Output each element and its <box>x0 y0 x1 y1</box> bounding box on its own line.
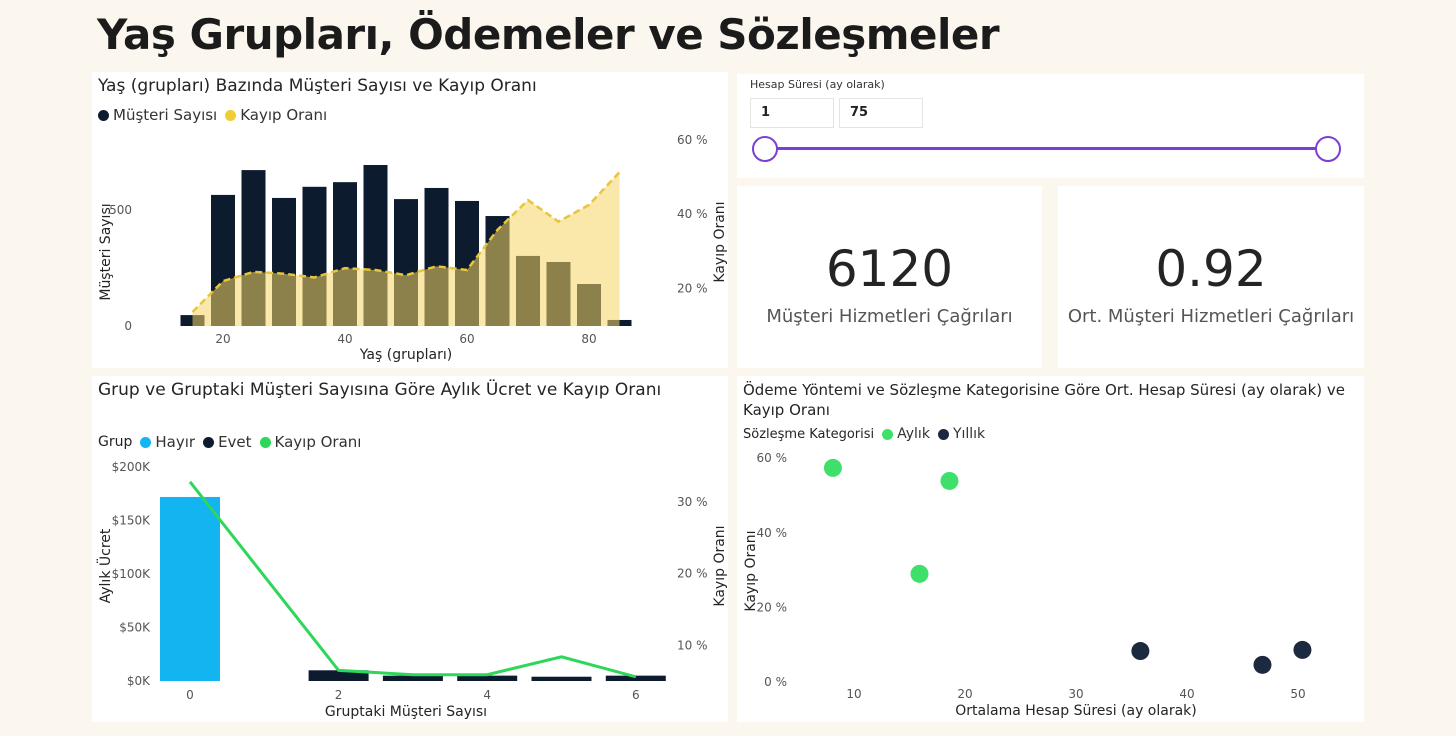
slider-max-handle[interactable] <box>1315 136 1341 162</box>
group-fee-chart: Grup ve Gruptaki Müşteri Sayısına Göre A… <box>92 376 728 722</box>
y-axis-title: Aylık Ücret <box>96 528 114 603</box>
churn-line <box>188 480 637 679</box>
page-title: Yaş Grupları, Ödemeler ve Sözleşmeler <box>97 10 1000 59</box>
y-tick-label: 60 % <box>757 451 788 465</box>
kpi-label: Müşteri Hizmetleri Çağrıları <box>766 306 1013 327</box>
legend-dot-icon <box>203 436 215 448</box>
bar <box>531 676 592 681</box>
y-tick-label: 40 % <box>757 526 788 540</box>
x-axis-title: Ortalama Hesap Süresi (ay olarak) <box>955 703 1197 719</box>
tenure-slicer: Hesap Süresi (ay olarak) 1 75 <box>737 74 1364 178</box>
scatter-plot: 0 % 20 % 40 % 60 % 10 20 30 40 50 Ortalama Hesap … <box>743 451 1312 719</box>
slider-min-handle[interactable] <box>752 136 778 162</box>
legend-title: Sözleşme Kategorisi <box>743 426 875 442</box>
x-tick-label: 0 <box>186 688 194 702</box>
x-tick-label: 10 <box>846 687 861 701</box>
legend-dot-icon <box>140 436 152 448</box>
y-tick-label: 500 <box>109 203 132 217</box>
legend-item[interactable]: Hayır <box>155 433 196 451</box>
kpi-label: Ort. Müşteri Hizmetleri Çağrıları <box>1067 306 1355 327</box>
x-tick-label: 40 <box>337 332 352 346</box>
y-tick-label: $0K <box>127 674 151 688</box>
chart-title: Grup ve Gruptaki Müşteri Sayısına Göre A… <box>98 380 662 400</box>
slider-label: Hesap Süresi (ay olarak) <box>750 78 885 91</box>
slider-track[interactable] <box>763 147 1329 150</box>
x-tick-label: 30 <box>1068 687 1083 701</box>
y-tick-label: 0 <box>124 319 132 333</box>
legend-dot-icon <box>259 436 271 448</box>
y2-axis-title: Kayıp Oranı <box>712 201 728 282</box>
bar <box>160 496 220 681</box>
x-tick-label: 50 <box>1290 687 1305 701</box>
legend-title: Grup <box>98 434 133 450</box>
y-tick-label: $100K <box>112 567 152 581</box>
chart-title: Yaş (grupları) Bazında Müşteri Sayısı ve… <box>98 76 537 96</box>
scatter-point <box>1253 655 1272 674</box>
churn-area <box>192 172 620 326</box>
x-axis-title: Gruptaki Müşteri Sayısı <box>325 704 487 720</box>
scatter-point <box>940 471 959 490</box>
legend-dot-icon <box>225 109 237 121</box>
y-axis-title: Müşteri Sayısı <box>98 203 114 300</box>
churn-line <box>191 171 621 313</box>
slider-max-input[interactable]: 75 <box>839 98 923 128</box>
scatter-point <box>1131 642 1150 661</box>
scatter-point <box>1293 640 1312 659</box>
kpi-card-total-calls: 6120 Müşteri Hizmetleri Çağrıları <box>737 186 1042 368</box>
legend-item[interactable]: Yıllık <box>952 426 986 442</box>
contract-scatter-chart: Ödeme Yöntemi ve Sözleşme Kategorisine G… <box>737 376 1364 722</box>
y2-tick-label: 20 % <box>677 282 708 296</box>
age-group-chart: Yaş (grupları) Bazında Müşteri Sayısı ve… <box>92 72 728 368</box>
y2-tick-label: 30 % <box>677 495 708 509</box>
chart-title: Ödeme Yöntemi ve Sözleşme Kategorisine G… <box>743 381 1346 419</box>
legend-item[interactable]: Aylık <box>897 426 930 442</box>
y2-tick-label: 60 % <box>677 133 708 147</box>
group-chart-plot: $0K $50K $100K $150K $200K 10 % 20 % 30 % 0 2 4 6 Gr… <box>96 460 728 720</box>
bar <box>308 670 369 681</box>
bar <box>382 675 443 681</box>
y2-tick-label: 10 % <box>677 638 708 652</box>
legend-item[interactable]: Müşteri Sayısı <box>113 106 218 124</box>
chart-legend: Müşteri Sayısı Kayıp Oranı <box>98 106 327 124</box>
legend-dot-icon <box>98 109 109 121</box>
legend-dot-icon <box>937 428 949 440</box>
y2-axis-title: Kayıp Oranı <box>712 525 728 606</box>
y-tick-label: 20 % <box>757 600 788 614</box>
x-tick-label: 60 <box>459 332 474 346</box>
legend-item[interactable]: Kayıp Oranı <box>274 433 362 451</box>
age-chart-plot: 0 500 20 % 40 % 60 % 20 40 60 80 Yaş (grupları) Mü… <box>98 133 728 363</box>
y2-tick-label: 20 % <box>677 567 708 581</box>
y-axis-title: Kayıp Oranı <box>743 530 759 611</box>
y-tick-label: 0 % <box>764 675 787 689</box>
y-tick-label: $200K <box>112 460 152 474</box>
slider-min-input[interactable]: 1 <box>750 98 834 128</box>
x-tick-label: 20 <box>957 687 972 701</box>
legend-item[interactable]: Evet <box>218 433 252 451</box>
chart-legend: Sözleşme Kategorisi Aylık Yıllık <box>743 426 985 442</box>
legend-item[interactable]: Kayıp Oranı <box>240 106 328 124</box>
kpi-card-avg-calls: 0.92 Ort. Müşteri Hizmetleri Çağrıları <box>1058 186 1364 368</box>
x-tick-label: 80 <box>581 332 596 346</box>
x-tick-label: 4 <box>483 688 491 702</box>
bar <box>605 675 666 681</box>
bar <box>457 675 518 681</box>
y-tick-label: $50K <box>119 621 151 635</box>
legend-dot-icon <box>882 428 894 440</box>
kpi-value: 0.92 <box>1155 240 1267 298</box>
x-tick-label: 6 <box>632 688 640 702</box>
chart-legend: Grup Hayır Evet Kayıp Oranı <box>98 433 361 451</box>
scatter-point <box>910 564 929 583</box>
x-axis-title: Yaş (grupları) <box>359 347 452 363</box>
x-tick-label: 2 <box>335 688 343 702</box>
y2-tick-label: 40 % <box>677 207 708 221</box>
x-tick-label: 20 <box>215 332 230 346</box>
y-tick-label: $150K <box>112 514 152 528</box>
scatter-point <box>823 458 842 477</box>
kpi-value: 6120 <box>825 240 954 298</box>
x-tick-label: 40 <box>1179 687 1194 701</box>
